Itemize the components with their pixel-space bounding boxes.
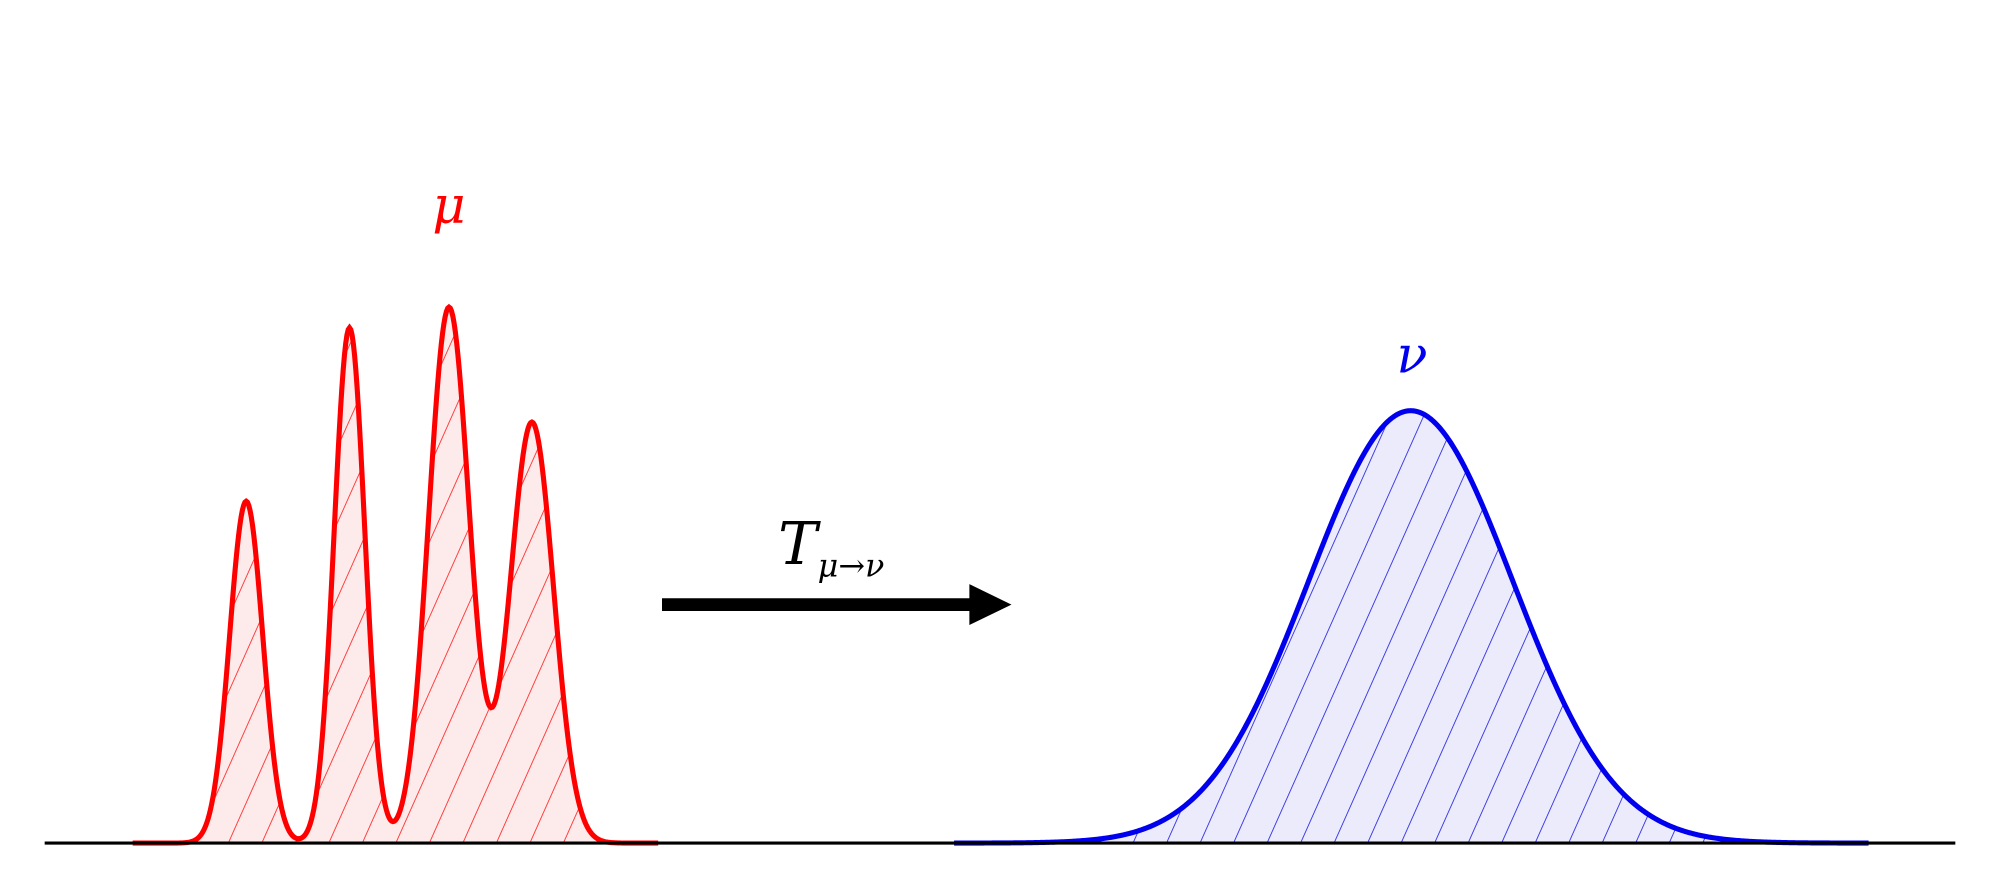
mu-label: μ [432, 177, 465, 236]
arrow-head [969, 584, 1012, 625]
nu-curve [954, 408, 1869, 846]
map-subscript: μ→ν [818, 547, 885, 585]
mu-curve [132, 303, 659, 846]
nu-label: ν [1396, 326, 1427, 385]
mu-area [132, 307, 659, 844]
map-symbol: T [778, 510, 821, 578]
nu-area [954, 410, 1869, 844]
